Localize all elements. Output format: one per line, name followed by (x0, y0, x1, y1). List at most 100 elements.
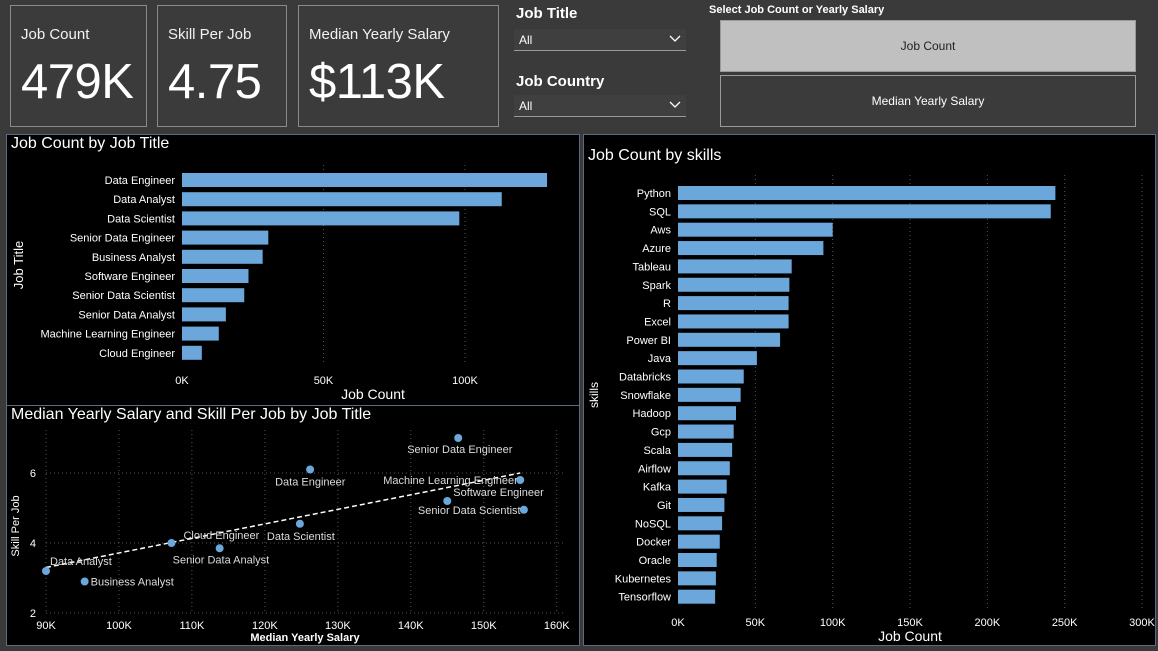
scatter-point (295, 519, 304, 528)
category-label: Spark (642, 280, 671, 292)
x-tick-label: 0K (175, 375, 189, 387)
skills-chart-panel: Job Count by skills 0K 50K 100K 150K 200K 250… (583, 134, 1156, 646)
job-count-toggle-button[interactable]: Job Count (720, 20, 1136, 72)
bar (182, 211, 460, 226)
bar (678, 259, 792, 274)
category-label: Data Analyst (113, 194, 175, 206)
y-tick-label: 4 (30, 538, 36, 550)
point-label: Machine Learning Engineer (383, 475, 518, 487)
category-label: Aws (650, 225, 671, 237)
x-tick-label: 0K (671, 617, 685, 629)
point-label: Senior Data Engineer (407, 444, 513, 456)
scatter-point (167, 539, 176, 547)
kpi-card-job-count: Job Count 479K (10, 5, 147, 127)
bar (678, 296, 789, 311)
x-axis-label: Median Yearly Salary (250, 632, 360, 644)
category-label: Java (648, 353, 672, 365)
bar (678, 204, 1051, 219)
y-axis-label: Skill Per Job (10, 495, 22, 556)
x-tick-label: 300K (1129, 617, 1155, 629)
category-label: Data Engineer (105, 175, 176, 187)
category-label: Kafka (643, 482, 672, 494)
bar (678, 186, 1056, 200)
category-label: Gcp (651, 427, 671, 439)
scatter-point (80, 577, 89, 586)
point-label: Senior Data Analyst (173, 554, 270, 566)
scatter-point (516, 476, 525, 484)
bar (678, 479, 727, 494)
bar (678, 406, 736, 421)
y-tick-label: 2 (30, 608, 36, 620)
bar (182, 326, 219, 341)
kpi-label-job-count: Job Count (21, 26, 90, 43)
bar (678, 222, 833, 237)
x-tick-label: 90K (36, 620, 56, 632)
category-label: Oracle (639, 555, 671, 567)
y-axis-label: skills (587, 382, 601, 408)
job-country-dropdown[interactable]: All (514, 95, 686, 117)
category-label: Power BI (626, 335, 671, 347)
job-country-slicer-label: Job Country (516, 73, 605, 90)
skills-bar-chart: 0K 50K 100K 150K 200K 250K 300K Python SQL Aws Azu… (587, 175, 1155, 644)
x-tick-label: 200K (974, 617, 1000, 629)
category-label: Airflow (638, 463, 671, 475)
bar (182, 249, 263, 264)
point-label: Data Engineer (275, 477, 346, 489)
category-label: Docker (636, 537, 671, 549)
point-label: Cloud Engineer (183, 530, 259, 542)
median-salary-toggle-button[interactable]: Median Yearly Salary (720, 75, 1136, 127)
bar (182, 345, 202, 360)
category-label: R (663, 298, 671, 310)
point-label: Data Scientist (267, 531, 335, 543)
category-label: Tensorflow (618, 592, 671, 604)
category-label: Senior Data Engineer (70, 233, 176, 245)
job-title-chart-panel: Job Count by Job Title 0K 50K 100K Data Eng… (6, 134, 580, 406)
bar (182, 230, 269, 245)
bar (678, 424, 734, 439)
category-label: Tableau (632, 261, 671, 273)
job-title-dropdown[interactable]: All (514, 29, 686, 51)
scatter-point (443, 497, 452, 505)
bar (182, 173, 548, 187)
bar (678, 351, 757, 366)
bar (678, 571, 716, 586)
kpi-label-median-salary: Median Yearly Salary (309, 26, 450, 43)
bar (678, 497, 725, 512)
x-tick-label: 140K (398, 620, 424, 632)
x-tick-label: 50K (746, 617, 766, 629)
bar (678, 589, 716, 604)
category-label: Scala (643, 445, 671, 457)
category-label: Snowflake (620, 390, 671, 402)
category-label: Cloud Engineer (99, 348, 175, 360)
point-label: Business Analyst (91, 577, 174, 589)
kpi-value-skill-per-job: 4.75 (168, 55, 262, 109)
category-label: Business Analyst (92, 252, 175, 264)
chevron-down-icon (669, 101, 681, 108)
bar (182, 288, 245, 303)
job-title-bar-chart: 0K 50K 100K Data Engineer Data Analyst Data S… (11, 165, 548, 402)
bar (678, 553, 717, 567)
kpi-value-median-salary: $113K (309, 55, 445, 109)
bar (678, 277, 790, 292)
scatter-point (519, 505, 528, 514)
x-tick-label: 160K (544, 620, 570, 632)
bar (182, 269, 249, 283)
job-title-dropdown-value: All (519, 33, 533, 47)
category-label: Azure (642, 243, 671, 255)
scatter-point (215, 544, 224, 553)
bar (678, 461, 730, 476)
x-tick-label: 130K (325, 620, 351, 632)
x-tick-label: 250K (1052, 617, 1078, 629)
job-country-dropdown-value: All (519, 99, 533, 113)
x-tick-label: 150K (897, 617, 923, 629)
scatter-chart-title: Median Yearly Salary and Skill Per Job b… (11, 406, 372, 423)
category-label: SQL (649, 206, 671, 218)
bar (678, 516, 723, 531)
x-tick-label: 100K (452, 375, 478, 387)
category-label: Software Engineer (85, 271, 176, 283)
category-label: Data Scientist (107, 213, 175, 225)
y-tick-label: 6 (30, 468, 36, 480)
point-label: Data Analyst (50, 556, 112, 568)
bar (678, 387, 741, 402)
kpi-value-job-count: 479K (21, 55, 134, 109)
